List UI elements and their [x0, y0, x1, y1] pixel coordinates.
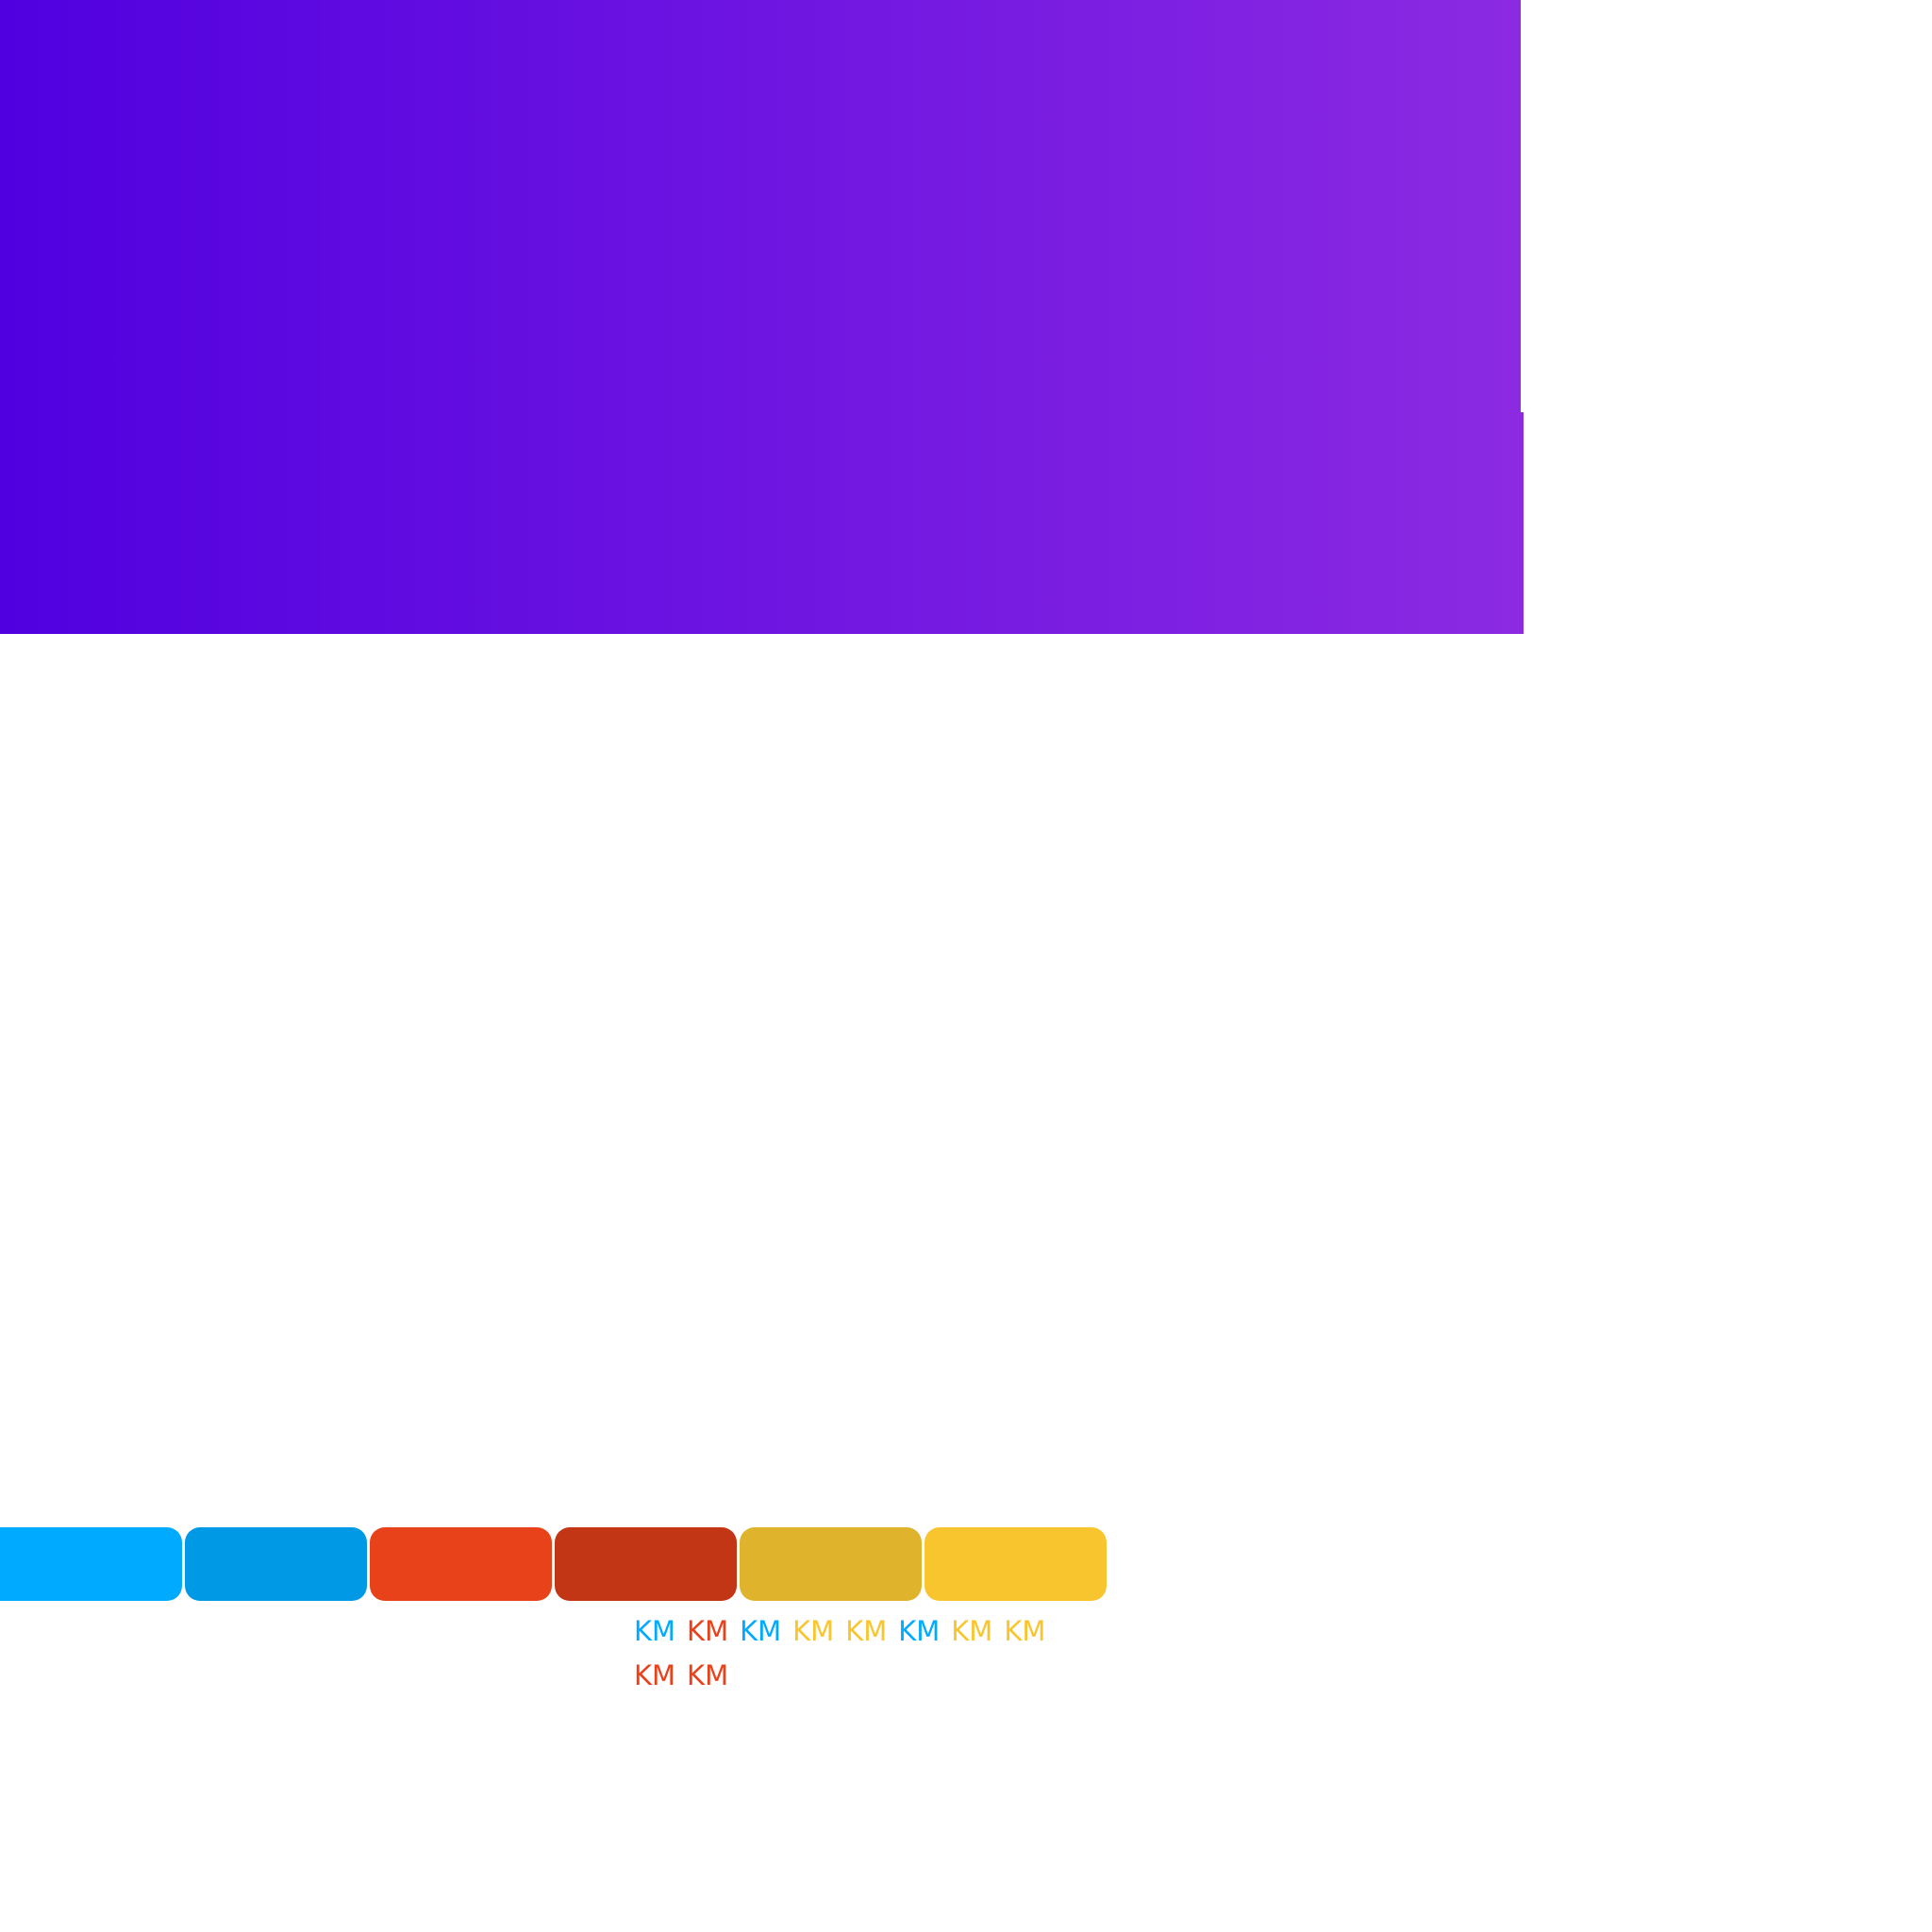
hero-gradient-banner	[0, 0, 1521, 634]
color-swatch-row	[0, 1527, 1107, 1601]
swatch-orange-red[interactable]	[370, 1527, 552, 1601]
km-label: KM	[951, 1615, 993, 1647]
km-label: KM	[845, 1615, 888, 1647]
hero-gradient-step	[1521, 412, 1524, 634]
km-label: KM	[792, 1615, 835, 1647]
swatch-mustard[interactable]	[740, 1527, 922, 1601]
km-label: KM	[634, 1615, 676, 1647]
swatch-cyan[interactable]	[0, 1527, 182, 1601]
km-label: KM	[898, 1615, 941, 1647]
km-label: KM	[740, 1615, 782, 1647]
swatch-yellow[interactable]	[924, 1527, 1107, 1601]
km-label: KM	[1004, 1615, 1046, 1647]
swatch-dark-red[interactable]	[555, 1527, 737, 1601]
km-label: KM	[634, 1659, 676, 1691]
swatch-blue[interactable]	[185, 1527, 367, 1601]
km-label: KM	[687, 1659, 729, 1691]
km-label: KM	[687, 1615, 729, 1647]
km-label-grid: KM KM KM KM KM KM KM KM KM KM	[634, 1609, 1068, 1698]
